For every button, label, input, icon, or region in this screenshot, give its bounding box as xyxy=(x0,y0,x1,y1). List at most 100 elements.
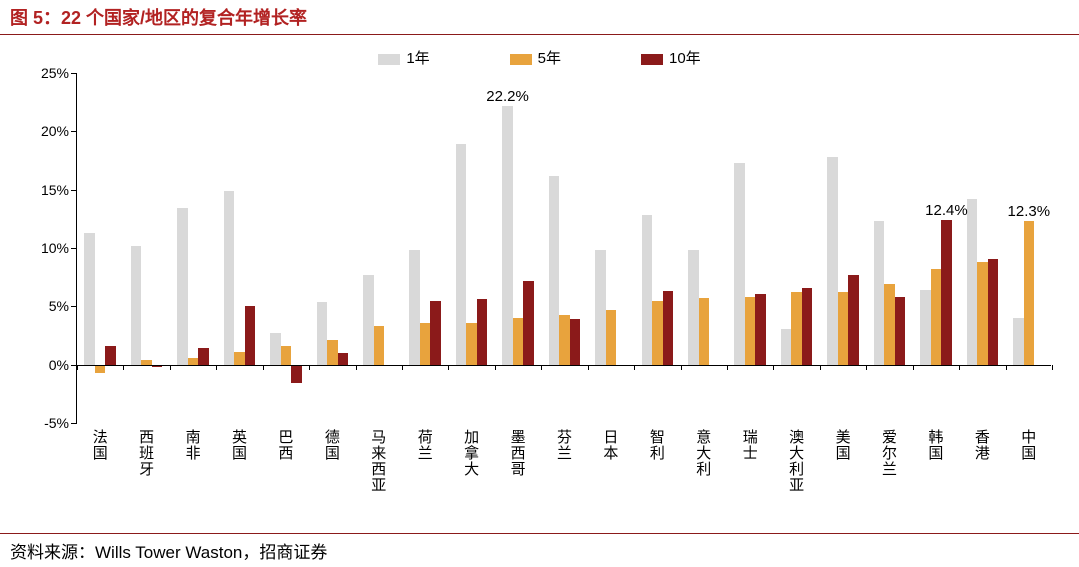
x-tick-mark xyxy=(263,365,264,370)
bar xyxy=(188,358,199,365)
legend-swatch xyxy=(378,54,400,65)
bar xyxy=(884,284,895,365)
x-axis-label: 中国 xyxy=(1017,429,1038,461)
x-axis-label: 马来西亚 xyxy=(367,429,388,493)
chart-area: 1年 5年 10年 -5%0%5%10%15%20%25%22.2%12.4%12.… xyxy=(20,43,1059,533)
x-tick-mark xyxy=(634,365,635,370)
x-axis-labels: 法国西班牙南非英国巴西德国马来西亚荷兰加拿大墨西哥芬兰日本智利意大利瑞士澳大利亚… xyxy=(76,429,1051,529)
x-axis-label: 法国 xyxy=(89,429,110,461)
bar xyxy=(977,262,988,365)
bar xyxy=(105,346,116,365)
x-tick-mark xyxy=(123,365,124,370)
x-tick-mark xyxy=(1006,365,1007,370)
legend-swatch xyxy=(510,54,532,65)
bar xyxy=(477,299,488,364)
bar xyxy=(95,365,106,373)
legend: 1年 5年 10年 xyxy=(20,43,1059,68)
bar xyxy=(281,346,292,365)
y-tick-label: 10% xyxy=(25,240,69,256)
y-tick-mark xyxy=(71,190,77,191)
x-axis-label: 日本 xyxy=(599,429,620,461)
x-tick-mark xyxy=(959,365,960,370)
bar xyxy=(420,323,431,365)
bar xyxy=(931,269,942,365)
y-tick-label: 5% xyxy=(25,298,69,314)
legend-label: 1年 xyxy=(406,50,429,67)
bar xyxy=(642,215,653,364)
bar xyxy=(270,333,281,365)
bar xyxy=(745,297,756,365)
x-axis-label: 意大利 xyxy=(692,429,713,477)
bar xyxy=(456,144,467,365)
bar xyxy=(502,106,513,365)
y-tick-label: 20% xyxy=(25,123,69,139)
bar xyxy=(374,326,385,365)
x-tick-mark xyxy=(448,365,449,370)
x-tick-mark xyxy=(402,365,403,370)
bar xyxy=(791,292,802,364)
bar xyxy=(513,318,524,365)
x-tick-mark xyxy=(588,365,589,370)
x-tick-mark xyxy=(541,365,542,370)
x-axis-label: 韩国 xyxy=(924,429,945,461)
bar xyxy=(688,250,699,364)
bar xyxy=(595,250,606,364)
bar xyxy=(466,323,477,365)
bar xyxy=(245,306,256,364)
bar xyxy=(559,315,570,365)
bar xyxy=(781,329,792,365)
figure-title: 图 5：22 个国家/地区的复合年增长率 xyxy=(0,0,1079,35)
bar xyxy=(409,250,420,364)
x-axis-label: 香港 xyxy=(971,429,992,461)
x-tick-mark xyxy=(727,365,728,370)
bar xyxy=(234,352,245,365)
x-tick-mark xyxy=(495,365,496,370)
bar xyxy=(523,281,534,365)
bar xyxy=(920,290,931,365)
legend-swatch xyxy=(641,54,663,65)
x-axis-label: 墨西哥 xyxy=(507,429,528,477)
legend-label: 10年 xyxy=(669,50,701,67)
bar xyxy=(755,294,766,365)
y-tick-mark xyxy=(71,306,77,307)
bar xyxy=(838,292,849,364)
legend-item: 5年 xyxy=(510,47,561,68)
bar xyxy=(848,275,859,365)
bar xyxy=(827,157,838,365)
x-axis-label: 德国 xyxy=(321,429,342,461)
bar xyxy=(988,259,999,365)
bar xyxy=(430,301,441,365)
plot-area: -5%0%5%10%15%20%25%22.2%12.4%12.3% xyxy=(76,73,1051,423)
bar xyxy=(941,220,952,365)
bar xyxy=(327,340,338,365)
x-axis-label: 美国 xyxy=(832,429,853,461)
x-axis-label: 英国 xyxy=(228,429,249,461)
x-tick-mark xyxy=(773,365,774,370)
x-tick-mark xyxy=(681,365,682,370)
bar xyxy=(570,319,581,365)
figure-source: 资料来源：Wills Tower Waston，招商证券 xyxy=(0,533,1079,567)
x-tick-mark xyxy=(170,365,171,370)
x-axis-baseline xyxy=(77,365,1051,366)
figure-container: 图 5：22 个国家/地区的复合年增长率 1年 5年 10年 -5%0%5%10%1… xyxy=(0,0,1079,560)
bars-layer xyxy=(77,73,1051,423)
x-axis-label: 智利 xyxy=(646,429,667,461)
x-tick-mark xyxy=(216,365,217,370)
bar xyxy=(1024,221,1035,365)
bar xyxy=(663,291,674,365)
legend-item: 10年 xyxy=(641,47,701,68)
x-axis-label: 芬兰 xyxy=(553,429,574,461)
bar xyxy=(317,302,328,365)
y-tick-mark xyxy=(71,73,77,74)
y-tick-label: 0% xyxy=(25,357,69,373)
x-axis-label: 西班牙 xyxy=(135,429,156,477)
bar xyxy=(895,297,906,365)
bar xyxy=(874,221,885,365)
x-axis-label: 巴西 xyxy=(274,429,295,461)
bar xyxy=(131,246,142,365)
x-tick-mark xyxy=(913,365,914,370)
bar xyxy=(338,353,349,365)
legend-label: 5年 xyxy=(538,50,561,67)
x-axis-label: 澳大利亚 xyxy=(785,429,806,493)
x-axis-label: 瑞士 xyxy=(739,429,760,461)
